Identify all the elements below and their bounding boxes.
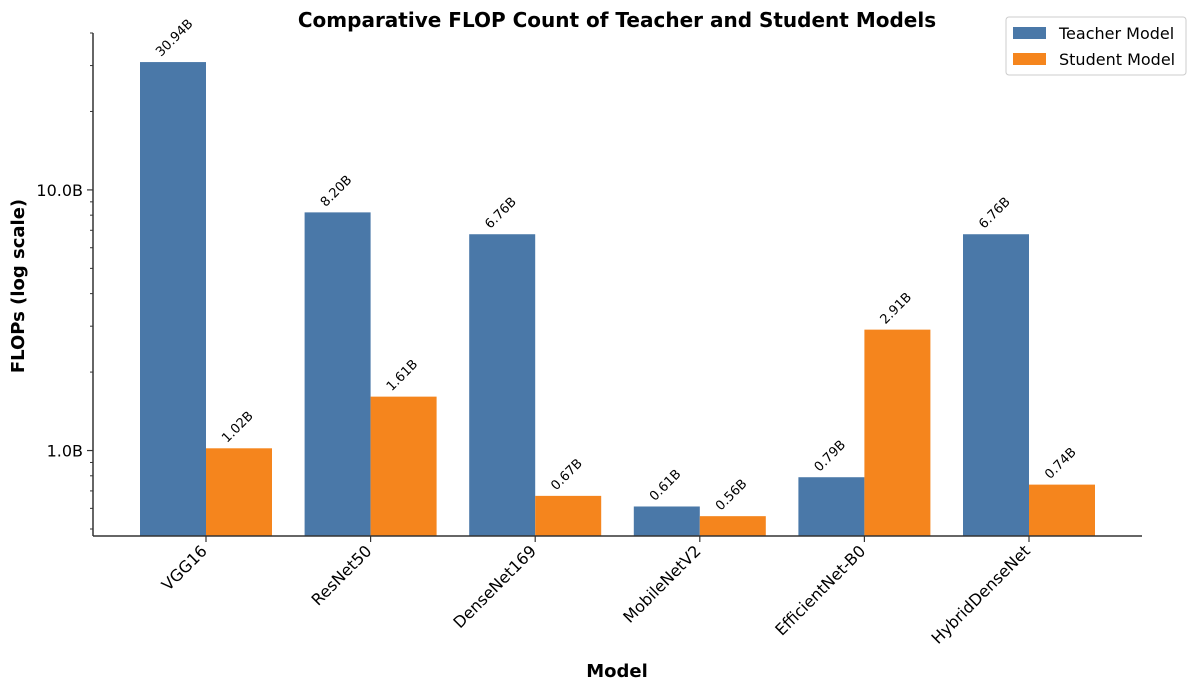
bar-teacher-densenet169 — [469, 234, 536, 537]
bar-label-student-densenet169: 0.67B — [548, 456, 585, 493]
bar-student-densenet169 — [535, 495, 602, 536]
bar-student-efficientnet-b0 — [864, 329, 931, 536]
bar-teacher-mobilenetv2 — [633, 506, 700, 536]
x-tick-label: VGG16 — [158, 541, 211, 594]
y-axis-label: FLOPs (log scale) — [8, 199, 29, 373]
legend-label-teacher: Teacher Model — [1058, 24, 1174, 43]
bar-student-vgg16 — [206, 448, 272, 536]
bar-label-teacher-mobilenetv2: 0.61B — [647, 467, 684, 504]
bar-label-student-resnet50: 1.61B — [384, 357, 421, 394]
bar-teacher-hybriddensenet — [963, 234, 1029, 537]
legend: Teacher Model Student Model — [1005, 16, 1187, 76]
y-tick-label: 1.0B — [47, 442, 83, 461]
legend-box — [1005, 16, 1187, 76]
bar-label-teacher-vgg16: 30.94B — [153, 17, 196, 60]
x-tick-label: HybridDenseNet — [927, 541, 1033, 647]
x-tick-label: MobileNetV2 — [619, 541, 704, 626]
bar-teacher-vgg16 — [140, 62, 206, 536]
bar-teacher-resnet50 — [304, 212, 371, 537]
bar-label-teacher-resnet50: 8.20B — [318, 173, 355, 210]
chart-title: Comparative FLOP Count of Teacher and St… — [298, 8, 936, 32]
x-tick-label: DenseNet169 — [449, 541, 540, 632]
bar-label-teacher-hybriddensenet: 6.76B — [976, 195, 1013, 232]
y-axis-ticks: 1.0B 10.0B — [36, 32, 93, 530]
bar-label-student-hybriddensenet: 0.74B — [1042, 445, 1079, 482]
bar-student-hybriddensenet — [1029, 484, 1095, 536]
bar-teacher-efficientnet-b0 — [798, 477, 865, 536]
x-axis-ticks: VGG16 ResNet50 DenseNet169 MobileNetV2 Effic… — [158, 536, 1034, 648]
bars-group — [140, 62, 1095, 537]
legend-label-student: Student Model — [1059, 50, 1175, 69]
x-tick-label: ResNet50 — [308, 541, 376, 609]
y-tick-label: 10.0B — [36, 181, 83, 200]
bar-student-resnet50 — [370, 396, 437, 536]
legend-swatch-student — [1013, 53, 1046, 65]
x-tick-label: EfficientNet-B0 — [771, 541, 869, 639]
bar-label-student-vgg16: 1.02B — [219, 409, 256, 446]
bar-label-teacher-densenet169: 6.76B — [482, 195, 519, 232]
legend-swatch-teacher — [1013, 27, 1046, 39]
bar-student-mobilenetv2 — [699, 516, 766, 536]
x-axis-label: Model — [586, 661, 648, 682]
bar-label-teacher-efficientnet-b0: 0.79B — [812, 438, 849, 475]
bar-labels-group: 30.94B 1.02B 8.20B 1.61B 6.76B 0.67B 0.61B 0.56… — [153, 17, 1079, 514]
bar-label-student-mobilenetv2: 0.56B — [713, 477, 750, 514]
bar-label-student-efficientnet-b0: 2.91B — [878, 290, 915, 327]
